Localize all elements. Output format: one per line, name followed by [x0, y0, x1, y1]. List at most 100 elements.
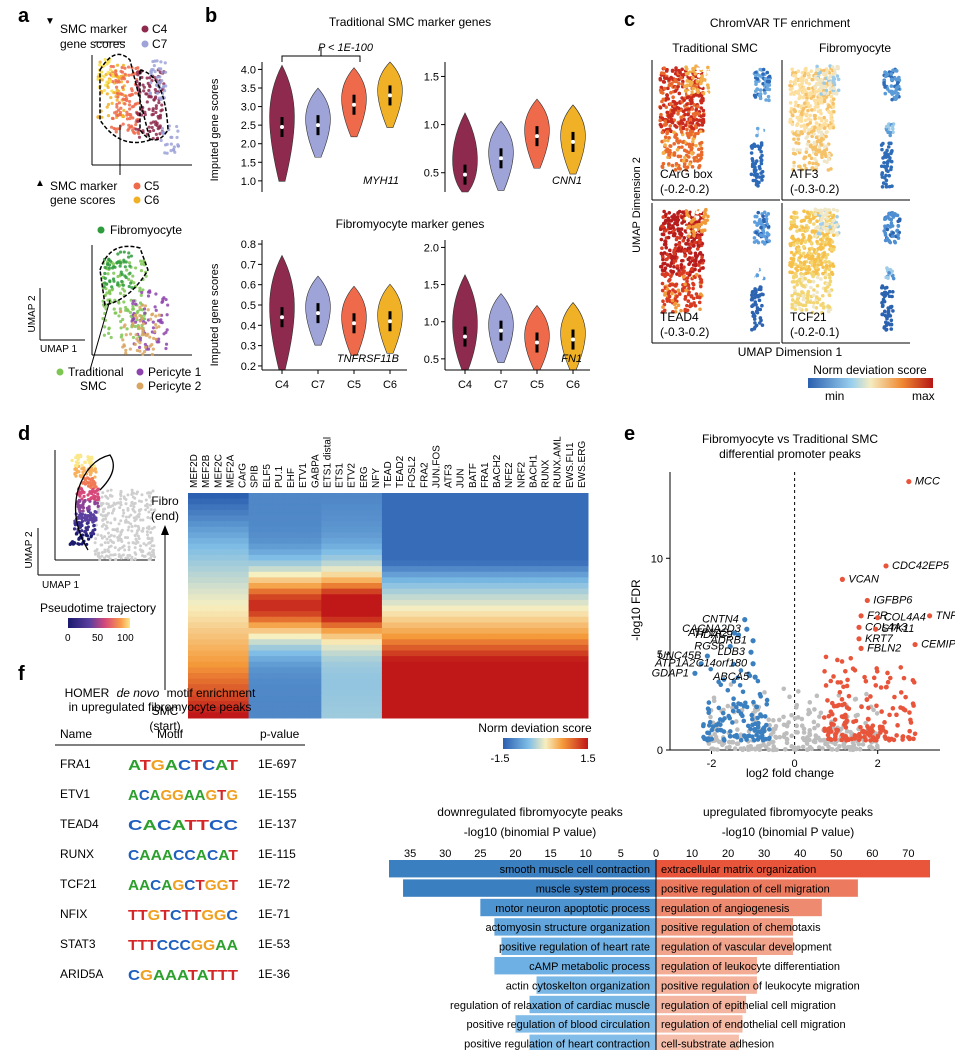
umap-cell — [103, 325, 107, 329]
umap-cell — [117, 80, 121, 84]
heatmap-cell — [345, 594, 359, 601]
chromvar-cell — [677, 81, 681, 86]
umap-cell — [138, 544, 142, 548]
umap-cell — [123, 274, 127, 278]
umap-cell — [175, 124, 179, 129]
chromvar-cell — [757, 164, 762, 169]
chromvar-cell — [754, 159, 759, 163]
tile-tf-name: ATF3 — [790, 167, 819, 181]
umap-cell — [126, 493, 130, 497]
umap-cell — [144, 498, 148, 502]
heatmap-cell — [357, 656, 371, 663]
heatmap-cell — [212, 560, 225, 567]
heatmap-cell — [260, 560, 274, 567]
heatmap-cell — [236, 493, 250, 500]
heatmap-cell — [478, 706, 492, 713]
heatmap-cell — [200, 571, 213, 578]
chromvar-cell — [816, 82, 820, 87]
chromvar-cell — [761, 217, 766, 222]
chromvar-cell — [694, 262, 698, 266]
chromvar-cell — [673, 301, 678, 306]
chromvar-cell — [828, 225, 832, 229]
umap-cell — [105, 520, 109, 524]
heatmap-cell — [212, 656, 225, 663]
umap-cell — [152, 98, 156, 102]
chromvar-cell — [679, 249, 683, 253]
umap-cell — [138, 349, 142, 353]
umap-cell — [142, 85, 146, 89]
heatmap-cell — [394, 656, 407, 663]
heatmap-cell — [454, 611, 468, 618]
umap-cell — [165, 328, 169, 332]
heatmap-cell — [200, 515, 213, 522]
umap1-label-d: UMAP 1 — [42, 580, 79, 591]
violin-y-tick-label: 1.0 — [241, 176, 256, 188]
umap-cell — [109, 505, 113, 509]
heatmap-cell — [442, 644, 456, 651]
heatmap-cell — [188, 560, 201, 567]
heatmap-cell — [430, 560, 444, 567]
heatmap-cell — [188, 633, 201, 640]
chromvar-cell — [819, 136, 824, 141]
umap-cell — [131, 318, 135, 322]
chromvar-cell — [681, 275, 686, 279]
umap-cell — [154, 326, 158, 330]
chromvar-cell — [767, 83, 772, 87]
chromvar-cell — [820, 152, 824, 157]
umap-cell — [141, 352, 145, 356]
heatmap-cell — [503, 504, 516, 511]
chromvar-cell — [692, 243, 696, 248]
heatmap-cell — [236, 560, 250, 567]
umap-cell — [121, 97, 125, 101]
violin-y-tick-label: 2.0 — [241, 139, 256, 151]
chromvar-cell — [798, 104, 803, 109]
heatmap-cell — [430, 695, 444, 702]
heatmap-cell — [188, 571, 201, 578]
heatmap-cell — [200, 498, 213, 505]
violin-y-tick-label: 0.7 — [241, 259, 256, 271]
heatmap-cell — [515, 543, 528, 550]
heatmap-cell — [345, 622, 359, 629]
chromvar-cell — [753, 300, 758, 304]
heatmap-cell — [284, 560, 298, 567]
heatmap-cell — [260, 644, 274, 651]
chromvar-cell — [815, 300, 820, 305]
heatmap-cell — [369, 616, 383, 623]
chromvar-cell — [822, 251, 827, 256]
umap-cell — [150, 343, 154, 347]
umap-cell — [158, 75, 162, 79]
heatmap-cell — [309, 673, 322, 680]
heatmap-cell — [478, 521, 492, 528]
heatmap-cell — [309, 560, 322, 567]
umap-cell — [108, 68, 113, 72]
chromvar-cell — [692, 158, 697, 163]
heatmap-cell — [478, 656, 492, 663]
heatmap-cell — [369, 661, 383, 668]
umap-clusters-a — [96, 57, 181, 155]
heatmap-cell — [321, 594, 334, 601]
chromvar-cell — [765, 70, 770, 75]
umap-cell — [104, 494, 108, 498]
heatmap-cell — [357, 611, 371, 618]
heatmap-cell — [406, 577, 419, 584]
chromvar-cell — [759, 318, 763, 323]
umap-cell — [112, 501, 116, 505]
umap-cell — [105, 282, 109, 286]
chromvar-cell — [889, 77, 894, 82]
heatmap-cell — [491, 577, 504, 584]
heatmap-cell — [224, 504, 237, 511]
heatmap-cell — [442, 622, 456, 629]
heatmap-cell — [369, 633, 383, 640]
heatmap-cell — [272, 594, 286, 601]
chromvar-cell — [659, 237, 664, 242]
heatmap-cell — [503, 526, 516, 533]
heatmap-cell — [284, 566, 298, 573]
heatmap-cell — [212, 661, 225, 668]
heatmap-cell — [406, 571, 419, 578]
chromvar-cell — [811, 304, 816, 309]
chromvar-cell — [808, 113, 812, 118]
chromvar-cell — [827, 76, 831, 80]
heatmap-cell — [369, 549, 383, 556]
umap-cell — [165, 142, 169, 146]
heatmap-cell — [466, 611, 480, 618]
